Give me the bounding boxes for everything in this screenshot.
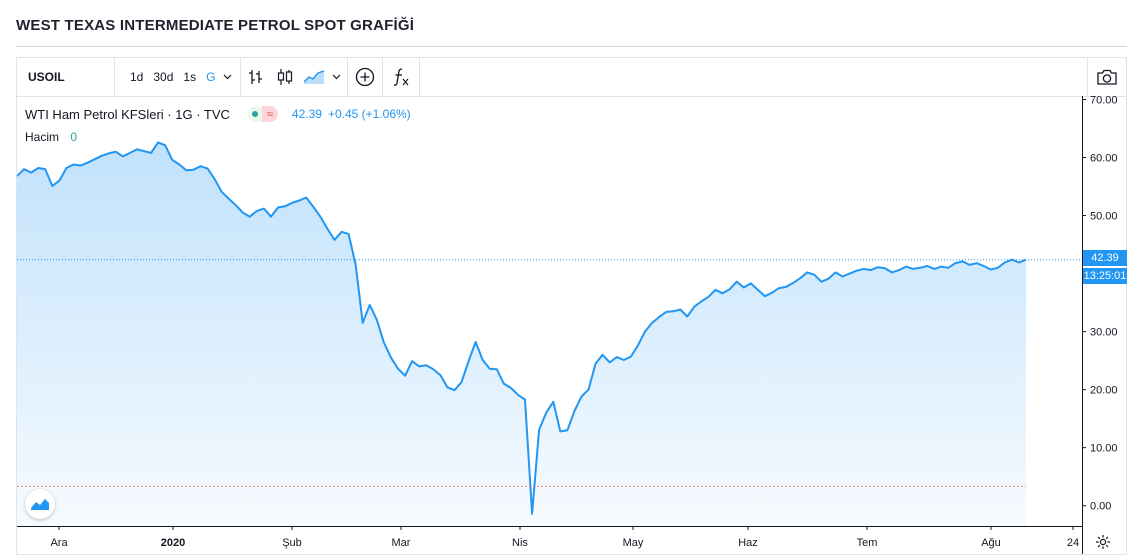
- interval-30d[interactable]: 30d: [153, 70, 174, 84]
- time-axis-label: Tem: [857, 537, 878, 549]
- page-title: WEST TEXAS INTERMEDIATE PETROL SPOT GRAF…: [16, 17, 415, 34]
- countdown-tag: 13:25:01: [1083, 268, 1127, 284]
- time-axis-label: Haz: [738, 537, 758, 549]
- gear-icon[interactable]: [1093, 532, 1113, 552]
- series-name: WTI Ham Petrol KFSleri · 1G · TVC: [25, 106, 230, 122]
- time-axis-label: Ağu: [981, 537, 1001, 549]
- series-line: [17, 141, 1027, 515]
- series-area-fill: [17, 142, 1026, 526]
- delayed-data-icon: ≈: [261, 106, 278, 122]
- time-axis-label: Ara: [50, 537, 68, 549]
- series-change: +0.45 (+1.06%): [327, 107, 411, 121]
- area-chart-icon[interactable]: [299, 58, 329, 96]
- volume-value: 0: [70, 130, 78, 144]
- price-axis-label: 70.00: [1090, 96, 1118, 106]
- time-axis-label: 24: [1067, 537, 1079, 549]
- interval-group: 1d 30d 1s G: [115, 58, 220, 96]
- market-status-icon: [247, 106, 262, 122]
- camera-icon[interactable]: [1087, 58, 1126, 96]
- interval-dropdown-chevron-down-icon[interactable]: [220, 58, 234, 96]
- volume-legend: Hacim 0: [25, 130, 77, 144]
- price-axis-label: 50.00: [1090, 211, 1118, 223]
- chart-widget: USOIL 1d 30d 1s G: [16, 57, 1127, 555]
- candlestick-icon[interactable]: [271, 58, 299, 96]
- time-axis-label: Şub: [282, 537, 302, 549]
- series-last-value: 42.39: [291, 107, 322, 121]
- indicator-add-icon[interactable]: [348, 58, 382, 96]
- price-axis-label: 10.00: [1090, 443, 1118, 455]
- series-legend: WTI Ham Petrol KFSleri · 1G · TVC ≈ 42.3…: [25, 106, 411, 122]
- tradingview-logo-icon[interactable]: [25, 489, 55, 519]
- chart-plot[interactable]: 70.0060.0050.0040.0030.0020.0010.000.00 …: [17, 96, 1126, 554]
- price-axis-label: 20.00: [1090, 385, 1118, 397]
- volume-label: Hacim: [25, 130, 60, 144]
- title-divider: [16, 46, 1127, 47]
- interval-1d[interactable]: 1d: [130, 70, 144, 84]
- function-icon[interactable]: [383, 58, 419, 96]
- time-axis-label: May: [623, 537, 644, 549]
- time-axis-label: Nis: [512, 537, 528, 549]
- time-axis-label: 2020: [161, 537, 185, 549]
- interval-g[interactable]: G: [206, 70, 216, 84]
- price-axis-label: 60.00: [1090, 153, 1118, 165]
- chart-toolbar: USOIL 1d 30d 1s G: [17, 58, 1126, 97]
- bar-chart-icon[interactable]: [241, 58, 271, 96]
- toolbar-separator: [382, 58, 384, 96]
- chart-type-chevron-down-icon[interactable]: [329, 58, 343, 96]
- last-price-tag: 42.39: [1083, 250, 1127, 266]
- interval-1s[interactable]: 1s: [183, 70, 197, 84]
- price-axis-label: 0.00: [1090, 501, 1111, 513]
- time-axis-label: Mar: [392, 537, 411, 549]
- toolbar-separator: [347, 58, 349, 96]
- series-status-badge[interactable]: ≈: [247, 106, 278, 122]
- toolbar-separator: [419, 58, 421, 96]
- symbol-search[interactable]: USOIL: [17, 58, 115, 96]
- price-axis-label: 30.00: [1090, 327, 1118, 339]
- toolbar-separator: [240, 58, 242, 96]
- price-chart[interactable]: 70.0060.0050.0040.0030.0020.0010.000.00 …: [17, 96, 1127, 554]
